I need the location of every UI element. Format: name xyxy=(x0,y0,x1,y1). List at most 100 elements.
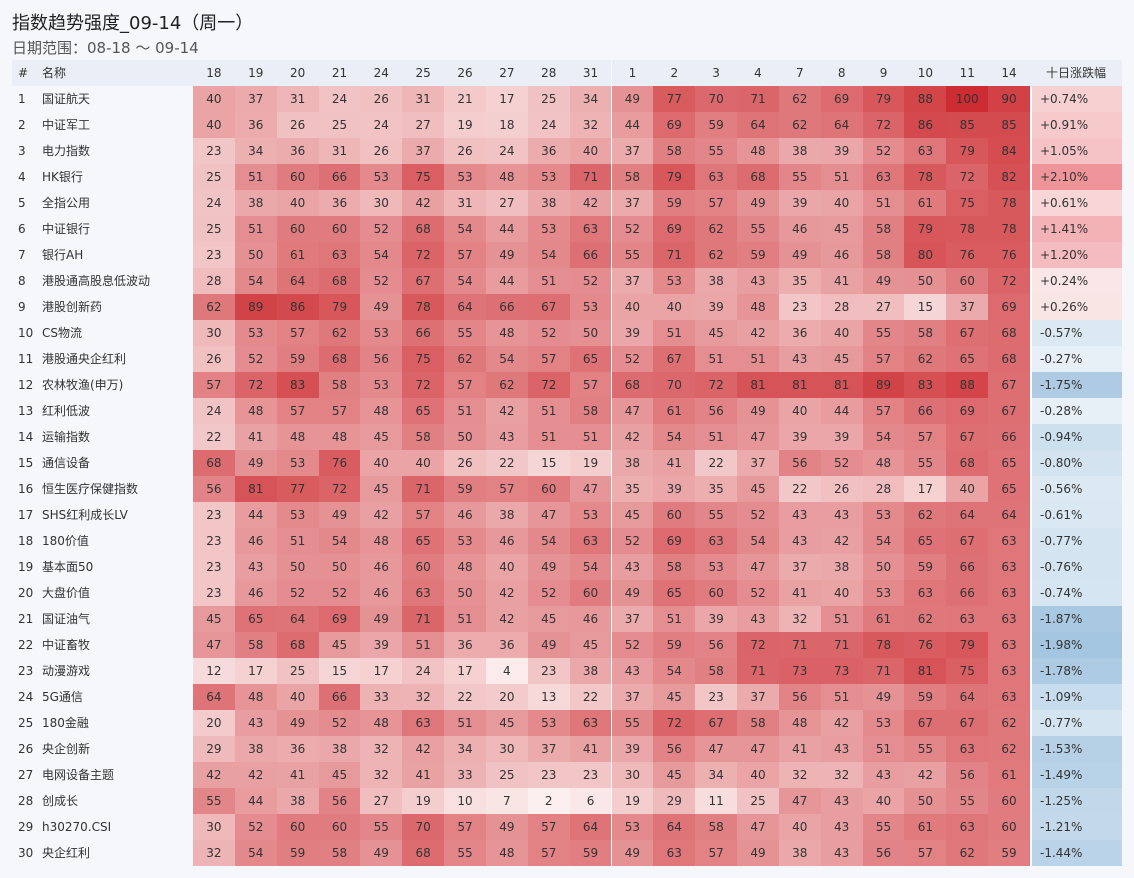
heat-cell: 48 xyxy=(360,528,403,554)
heat-cell: 69 xyxy=(653,112,696,138)
heat-cell: 58 xyxy=(862,242,905,268)
heat-cell: 41 xyxy=(778,736,821,762)
heat-cell: 2 xyxy=(527,788,570,814)
heat-cell: 21 xyxy=(444,86,486,112)
heat-cell: 39 xyxy=(778,424,821,450)
heat-cell: 44 xyxy=(234,788,277,814)
row-number: 27 xyxy=(18,768,34,782)
heat-cell: 57 xyxy=(444,242,486,268)
heat-cell: 82 xyxy=(988,164,1030,190)
heat-cell: 59 xyxy=(737,242,779,268)
heat-cell: 62 xyxy=(904,502,947,528)
heat-cell: 72 xyxy=(946,164,989,190)
heat-cell: 44 xyxy=(611,112,654,138)
heat-cell: 66 xyxy=(318,684,361,710)
heat-cell: 39 xyxy=(695,294,738,320)
heat-cell: 52 xyxy=(820,450,863,476)
index-name: 全指公用 xyxy=(42,196,91,210)
heat-cell: 66 xyxy=(946,580,989,606)
heat-cell: 38 xyxy=(611,450,654,476)
heat-cell: 38 xyxy=(276,788,319,814)
row-number: 22 xyxy=(18,638,34,652)
heat-cell: 20 xyxy=(193,710,235,736)
heat-cell: 85 xyxy=(946,112,989,138)
heat-cell: 53 xyxy=(569,502,612,528)
heat-cell: 46 xyxy=(444,502,486,528)
heat-cell: 57 xyxy=(318,398,361,424)
heat-cell: 69 xyxy=(653,216,696,242)
heat-cell: 4 xyxy=(485,658,528,684)
heat-cell: 67 xyxy=(695,710,738,736)
heat-cell: 43 xyxy=(778,346,821,372)
change-cell: -1.44% xyxy=(1030,840,1122,866)
heat-cell: 43 xyxy=(820,788,863,814)
heat-cell: 19 xyxy=(444,112,486,138)
heat-cell: 57 xyxy=(276,320,319,346)
row-number: 29 xyxy=(18,820,34,834)
row-number: 4 xyxy=(18,170,26,184)
heat-cell: 55 xyxy=(904,736,947,762)
heat-cell: 54 xyxy=(862,528,905,554)
heat-cell: 55 xyxy=(360,814,403,840)
heat-cell: 13 xyxy=(527,684,570,710)
heat-cell: 17 xyxy=(904,476,947,502)
heat-cell: 38 xyxy=(527,190,570,216)
index-name: 恒生医疗保健指数 xyxy=(42,482,139,496)
heat-cell: 19 xyxy=(402,788,445,814)
heat-cell: 63 xyxy=(402,580,445,606)
heat-cell: 67 xyxy=(402,268,445,294)
heat-cell: 43 xyxy=(611,658,654,684)
heat-cell: 64 xyxy=(569,814,612,840)
heat-cell: 23 xyxy=(193,580,235,606)
heat-cell: 24 xyxy=(360,112,403,138)
heat-cell: 76 xyxy=(946,242,989,268)
heat-cell: 22 xyxy=(485,450,528,476)
heat-cell: 55 xyxy=(904,450,947,476)
heat-cell: 55 xyxy=(862,320,905,346)
heat-cell: 45 xyxy=(820,346,863,372)
column-header: 4 xyxy=(737,60,779,86)
heat-cell: 84 xyxy=(988,138,1030,164)
heat-cell: 59 xyxy=(988,840,1030,866)
heat-cell: 51 xyxy=(276,528,319,554)
heat-cell: 42 xyxy=(485,580,528,606)
heat-cell: 58 xyxy=(234,632,277,658)
heat-cell: 83 xyxy=(904,372,947,398)
heat-cell: 22 xyxy=(778,476,821,502)
heat-cell: 12 xyxy=(193,658,235,684)
heat-cell: 41 xyxy=(653,450,696,476)
heat-cell: 71 xyxy=(737,86,779,112)
heat-cell: 49 xyxy=(485,814,528,840)
heat-cell: 58 xyxy=(653,554,696,580)
heat-cell: 36 xyxy=(485,632,528,658)
heat-cell: 38 xyxy=(234,190,277,216)
row-number: 25 xyxy=(18,716,34,730)
heat-cell: 26 xyxy=(360,138,403,164)
heat-cell: 41 xyxy=(276,762,319,788)
heat-cell: 43 xyxy=(234,710,277,736)
heat-cell: 71 xyxy=(402,606,445,632)
heat-cell: 46 xyxy=(778,216,821,242)
heat-cell: 28 xyxy=(820,294,863,320)
heat-cell: 42 xyxy=(485,606,528,632)
heat-cell: 67 xyxy=(946,528,989,554)
heat-cell: 53 xyxy=(360,372,403,398)
heat-cell: 68 xyxy=(318,268,361,294)
index-name: 大盘价值 xyxy=(42,586,91,600)
heat-cell: 51 xyxy=(234,216,277,242)
heat-cell: 42 xyxy=(485,398,528,424)
heat-cell: 22 xyxy=(695,450,738,476)
change-cell: -0.77% xyxy=(1030,710,1122,736)
heat-cell: 62 xyxy=(988,710,1030,736)
heat-cell: 57 xyxy=(904,840,947,866)
heat-cell: 51 xyxy=(444,398,486,424)
index-name: 通信设备 xyxy=(42,456,91,470)
heat-cell: 43 xyxy=(737,268,779,294)
heat-cell: 51 xyxy=(862,190,905,216)
heat-cell: 46 xyxy=(360,554,403,580)
heat-cell: 47 xyxy=(527,502,570,528)
heat-cell: 23 xyxy=(778,294,821,320)
heat-cell: 59 xyxy=(276,346,319,372)
heat-cell: 48 xyxy=(737,294,779,320)
heat-cell: 53 xyxy=(276,502,319,528)
